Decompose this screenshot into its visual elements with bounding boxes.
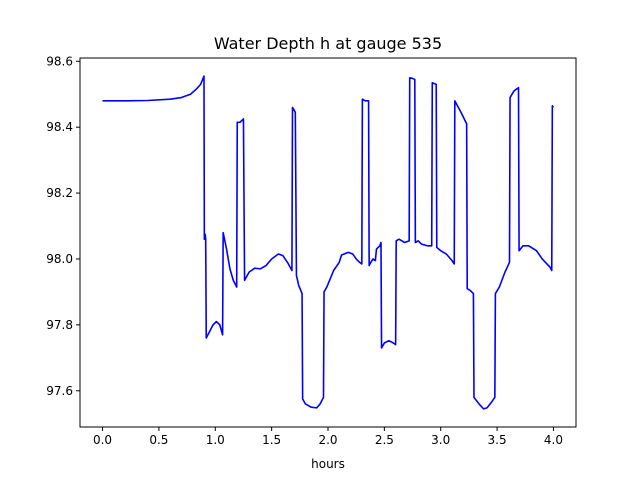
y-tick-label: 98.0 [46,252,73,266]
series-line-0 [102,75,555,410]
x-tick-label: 2.5 [375,433,394,447]
x-tick-label: 0.0 [93,433,112,447]
x-tick-label: 3.5 [488,433,507,447]
x-tick-label: 1.5 [262,433,281,447]
y-tick-label: 98.6 [46,54,73,68]
y-tick-label: 98.2 [46,186,73,200]
x-tick-label: 2.0 [318,433,337,447]
x-tick-label: 3.0 [431,433,450,447]
x-tick-label: 1.0 [206,433,225,447]
plot-area [102,75,555,410]
x-tick-label: 4.0 [544,433,563,447]
chart-title: Water Depth h at gauge 535 [214,34,442,53]
y-tick-label: 97.8 [46,318,73,332]
x-axis-ticks: 0.0 0.5 1.0 1.5 2.0 2.5 3.0 3.5 4.0 [93,427,563,447]
y-axis-ticks: 97.6 97.8 98.0 98.2 98.4 98.6 [46,54,80,398]
x-tick-label: 0.5 [149,433,168,447]
y-tick-label: 97.6 [46,384,73,398]
y-tick-label: 98.4 [46,120,73,134]
x-axis-label: hours [311,457,345,471]
